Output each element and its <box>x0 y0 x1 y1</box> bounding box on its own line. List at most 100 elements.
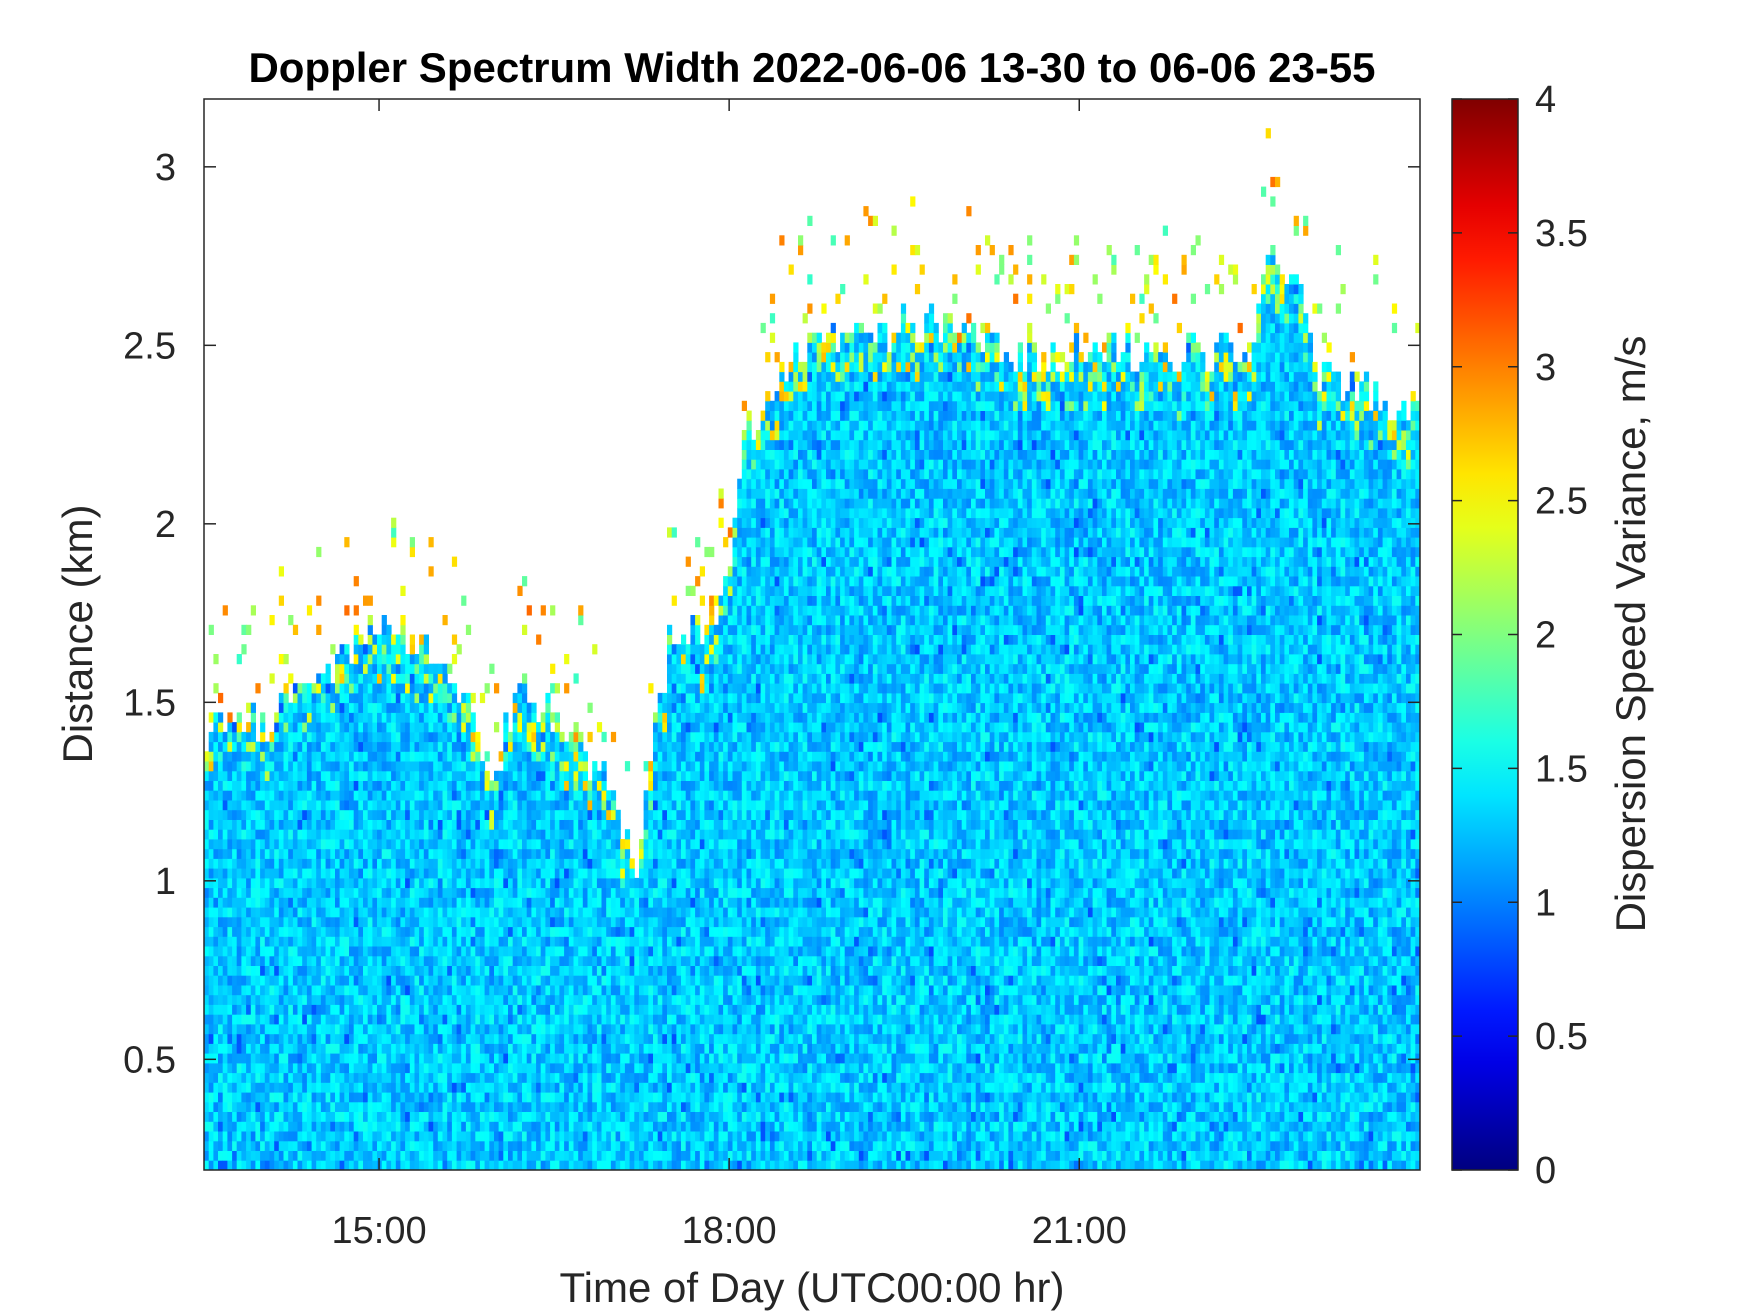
heatmap-cell <box>386 1160 392 1170</box>
heatmap-cell <box>456 722 462 733</box>
heatmap-cell <box>255 819 261 830</box>
heatmap-cell <box>353 877 359 889</box>
heatmap-cell <box>582 965 588 976</box>
heatmap-cell <box>545 702 551 713</box>
heatmap-cell <box>433 868 439 879</box>
heatmap-cell <box>246 926 252 937</box>
heatmap-cell <box>536 722 542 733</box>
heatmap-cell <box>451 722 458 733</box>
heatmap-cell <box>260 926 266 937</box>
heatmap-cell <box>671 1160 677 1170</box>
heatmap-cell <box>208 975 214 986</box>
heatmap-cell <box>671 741 677 752</box>
heatmap-cell <box>531 731 537 743</box>
heatmap-cell <box>564 848 570 859</box>
heatmap-cell <box>330 1062 336 1074</box>
heatmap-cell <box>367 965 373 976</box>
heatmap-cell <box>349 692 355 704</box>
heatmap-cell <box>349 819 355 830</box>
heatmap-cell <box>269 985 275 996</box>
heatmap-cell <box>465 809 472 820</box>
heatmap-cell <box>461 1131 467 1142</box>
heatmap-cell <box>339 965 345 976</box>
heatmap-cell <box>494 1111 500 1122</box>
heatmap-cell <box>601 839 607 850</box>
heatmap-cell <box>208 829 214 840</box>
heatmap-cell <box>657 1150 663 1161</box>
heatmap-cell <box>372 887 378 898</box>
heatmap-cell <box>610 731 617 743</box>
heatmap-cell <box>227 741 233 752</box>
heatmap-cell <box>503 761 509 772</box>
heatmap-cell <box>634 1033 640 1044</box>
heatmap-cell <box>545 916 551 928</box>
heatmap-cell <box>335 975 341 986</box>
heatmap-cell <box>278 1014 284 1025</box>
heatmap-cell <box>391 897 397 908</box>
heatmap-cell <box>536 1043 542 1054</box>
heatmap-cell <box>559 839 565 850</box>
heatmap-cell <box>381 683 387 694</box>
heatmap-cell <box>536 1121 542 1132</box>
heatmap-cell <box>479 1150 486 1161</box>
heatmap-cell <box>671 975 677 986</box>
heatmap-cell <box>573 955 579 966</box>
heatmap-cell <box>358 858 364 869</box>
heatmap-cell <box>414 877 420 889</box>
heatmap-cell <box>653 809 659 820</box>
heatmap-cell <box>218 1082 224 1093</box>
heatmap-cell <box>573 848 579 859</box>
heatmap-cell <box>667 1033 673 1044</box>
heatmap-cell <box>437 1024 443 1035</box>
heatmap-cell <box>437 994 443 1005</box>
heatmap-cell <box>218 965 224 976</box>
heatmap-cell <box>297 907 303 918</box>
heatmap-cell <box>550 1004 556 1015</box>
heatmap-cell <box>578 926 584 937</box>
heatmap-cell <box>550 955 556 966</box>
heatmap-cell <box>624 936 631 947</box>
heatmap-cell <box>405 1111 411 1122</box>
heatmap-cell <box>587 1150 593 1161</box>
heatmap-cell <box>405 663 411 674</box>
heatmap-cell <box>559 955 565 966</box>
heatmap-cell <box>559 1024 565 1035</box>
heatmap-cell <box>335 955 341 966</box>
heatmap-cell <box>311 712 317 723</box>
heatmap-cell <box>433 946 439 957</box>
heatmap-cell <box>437 975 443 986</box>
heatmap-cell <box>419 673 425 684</box>
heatmap-cell <box>503 731 509 743</box>
heatmap-cell <box>442 1053 448 1064</box>
heatmap-cell <box>564 1043 570 1054</box>
heatmap-cell <box>325 1121 331 1132</box>
heatmap-cell <box>395 1092 401 1103</box>
heatmap-cell <box>573 1014 579 1025</box>
heatmap-cell <box>405 946 411 957</box>
heatmap-cell <box>208 712 214 723</box>
heatmap-cell <box>367 809 373 820</box>
heatmap-cell <box>461 741 467 752</box>
heatmap-cell <box>405 1053 411 1064</box>
heatmap-cell <box>325 1082 331 1093</box>
heatmap-cell <box>241 926 247 937</box>
heatmap-cell <box>405 877 411 889</box>
heatmap-cell <box>400 1014 406 1025</box>
heatmap-cell <box>320 800 327 811</box>
heatmap-cell <box>433 712 439 723</box>
heatmap-cell <box>325 722 331 733</box>
heatmap-cell <box>629 955 635 966</box>
heatmap-cell <box>204 780 210 791</box>
heatmap-cell <box>335 1140 341 1151</box>
heatmap-cell <box>414 936 420 947</box>
heatmap-cell <box>451 955 458 966</box>
heatmap-cell <box>250 1062 256 1074</box>
heatmap-cell <box>540 1121 546 1132</box>
heatmap-cell <box>508 1092 514 1103</box>
heatmap-cell <box>461 965 467 976</box>
heatmap-cell <box>648 780 654 791</box>
heatmap-cell <box>297 1101 303 1112</box>
heatmap-cell <box>292 702 299 713</box>
heatmap-cell <box>536 1024 542 1035</box>
heatmap-cell <box>517 926 523 937</box>
